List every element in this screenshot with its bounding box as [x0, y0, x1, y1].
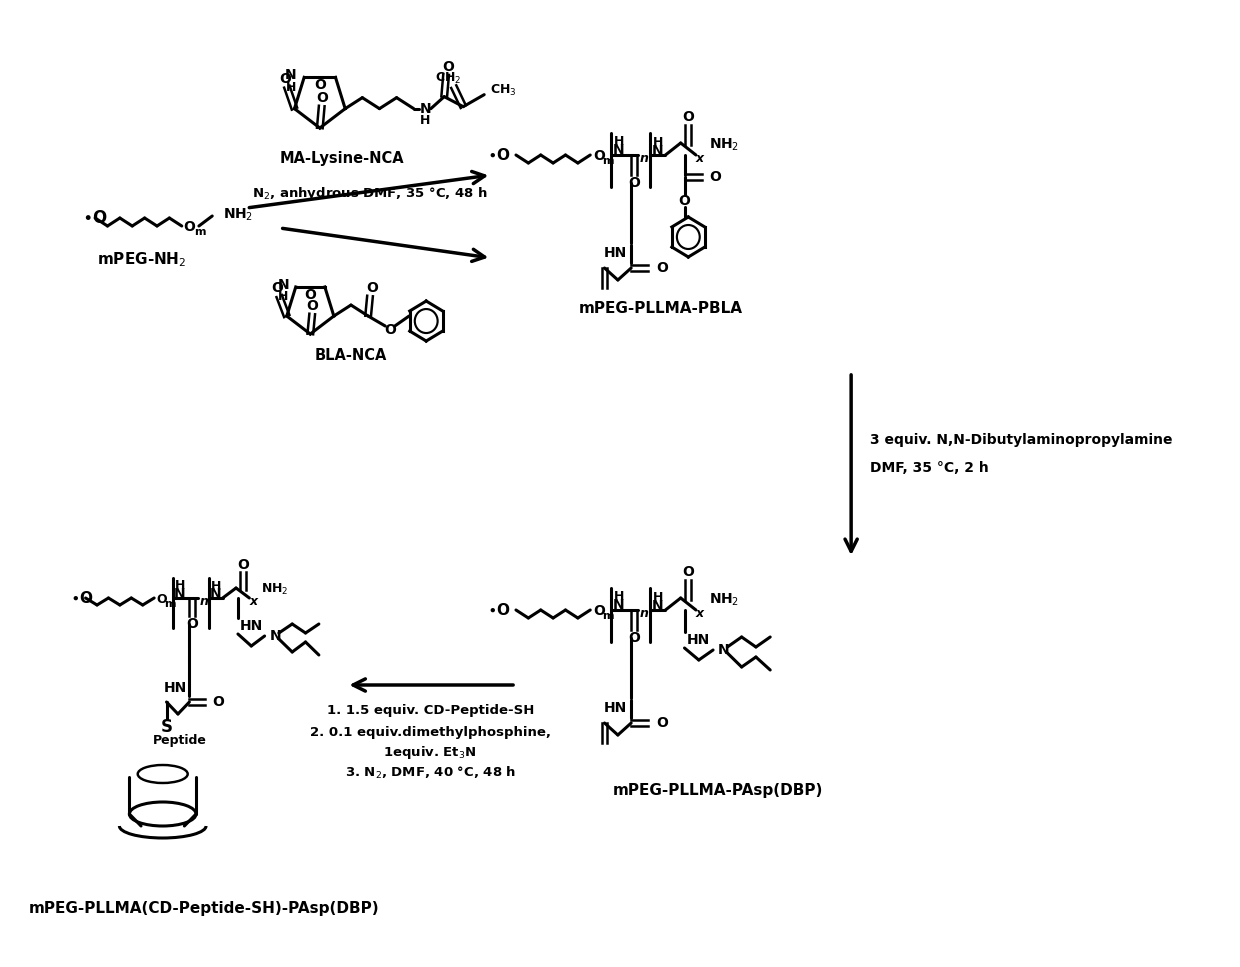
Text: m: m: [195, 227, 206, 237]
Text: N: N: [269, 629, 281, 643]
Text: N: N: [174, 587, 186, 601]
Text: CH$_2$: CH$_2$: [435, 72, 461, 86]
Text: 2. 0.1 equiv.dimethylphosphine,: 2. 0.1 equiv.dimethylphosphine,: [310, 725, 551, 739]
Text: NH$_2$: NH$_2$: [223, 207, 253, 223]
Text: N: N: [419, 102, 432, 116]
Text: H: H: [614, 590, 624, 602]
Text: 3. N$_2$, DMF, 40 °C, 48 h: 3. N$_2$, DMF, 40 °C, 48 h: [345, 765, 516, 781]
Text: N: N: [652, 144, 663, 158]
Text: O: O: [593, 149, 605, 163]
Text: n: n: [200, 595, 208, 607]
Text: HN: HN: [239, 619, 263, 633]
Text: HN: HN: [164, 681, 186, 695]
Text: n: n: [639, 152, 649, 164]
Text: NH$_2$: NH$_2$: [260, 581, 288, 597]
Text: O: O: [443, 60, 454, 73]
Text: MA-Lysine-NCA: MA-Lysine-NCA: [279, 151, 404, 165]
Text: m: m: [603, 611, 614, 621]
Text: O: O: [156, 593, 166, 605]
Text: 1equiv. Et$_3$N: 1equiv. Et$_3$N: [383, 744, 477, 760]
Text: H: H: [614, 134, 624, 148]
Text: m: m: [603, 156, 614, 166]
Text: BLA-NCA: BLA-NCA: [315, 347, 387, 363]
Text: $\bullet$O: $\bullet$O: [487, 147, 511, 163]
Text: O: O: [306, 299, 319, 313]
Text: O: O: [186, 617, 198, 631]
Text: O: O: [212, 695, 224, 709]
Text: mPEG-PLLMA-PAsp(DBP): mPEG-PLLMA-PAsp(DBP): [613, 782, 823, 798]
Text: O: O: [316, 91, 327, 105]
Text: O: O: [678, 194, 691, 208]
Text: m: m: [165, 599, 176, 609]
Text: NH$_2$: NH$_2$: [709, 592, 739, 608]
Text: O: O: [656, 261, 668, 275]
Text: H: H: [211, 579, 221, 593]
Text: mPEG-PLLMA(CD-Peptide-SH)-PAsp(DBP): mPEG-PLLMA(CD-Peptide-SH)-PAsp(DBP): [29, 900, 379, 916]
Text: H: H: [420, 114, 430, 127]
Text: n: n: [639, 606, 649, 620]
Text: O: O: [279, 72, 291, 86]
Text: O: O: [629, 176, 640, 190]
Text: N: N: [211, 587, 222, 601]
Text: 1. 1.5 equiv. CD-Peptide-SH: 1. 1.5 equiv. CD-Peptide-SH: [326, 704, 534, 717]
Text: O: O: [709, 170, 722, 184]
Text: N: N: [652, 599, 663, 613]
Text: H: H: [652, 135, 663, 149]
Text: H: H: [285, 81, 296, 94]
Text: N: N: [613, 143, 625, 157]
Text: O: O: [682, 110, 694, 124]
Text: O: O: [656, 716, 668, 730]
Text: O: O: [272, 281, 283, 295]
Text: mPEG-NH$_2$: mPEG-NH$_2$: [97, 250, 186, 270]
Text: H: H: [278, 290, 289, 304]
Text: x: x: [249, 595, 257, 607]
Text: HN: HN: [604, 701, 627, 715]
Text: O: O: [184, 220, 196, 234]
Text: $\bullet$O: $\bullet$O: [71, 590, 94, 606]
Text: N: N: [718, 643, 729, 657]
Text: x: x: [696, 152, 704, 164]
Text: O: O: [314, 78, 326, 92]
Text: O: O: [237, 558, 249, 572]
Text: O: O: [366, 281, 378, 295]
Text: mPEG-PLLMA-PBLA: mPEG-PLLMA-PBLA: [579, 301, 743, 315]
Text: O: O: [384, 323, 396, 337]
Text: O: O: [593, 604, 605, 618]
Text: 3 equiv. N,N-Dibutylaminopropylamine: 3 equiv. N,N-Dibutylaminopropylamine: [870, 433, 1173, 447]
Text: N: N: [613, 598, 625, 612]
Text: H: H: [175, 578, 185, 592]
Text: $\bullet$O: $\bullet$O: [487, 602, 511, 618]
Text: O: O: [682, 565, 694, 579]
Text: CH$_3$: CH$_3$: [490, 83, 517, 99]
Text: HN: HN: [687, 633, 709, 647]
Text: N: N: [285, 69, 296, 82]
Text: NH$_2$: NH$_2$: [709, 136, 739, 153]
Text: x: x: [696, 606, 704, 620]
Text: O: O: [304, 288, 316, 302]
Text: N$_2$, anhydrous DMF, 35 °C, 48 h: N$_2$, anhydrous DMF, 35 °C, 48 h: [252, 185, 489, 201]
Text: $\bullet$O: $\bullet$O: [82, 209, 108, 227]
Text: DMF, 35 °C, 2 h: DMF, 35 °C, 2 h: [870, 461, 990, 475]
Text: Peptide: Peptide: [153, 734, 207, 747]
Text: S: S: [160, 718, 172, 736]
Text: N: N: [278, 278, 289, 292]
Text: H: H: [652, 591, 663, 603]
Text: O: O: [629, 631, 640, 645]
Text: HN: HN: [604, 246, 627, 260]
